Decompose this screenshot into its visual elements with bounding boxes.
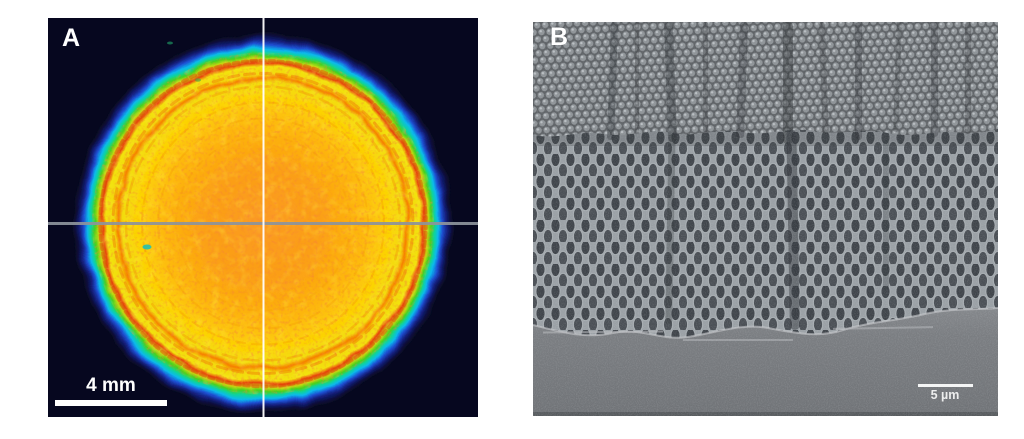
panel-a-beam-profile: A 4 mm (48, 18, 478, 417)
beam-defect-spot (142, 244, 152, 250)
panel-b-label: B (550, 23, 569, 51)
sem-grain-overlay (533, 22, 998, 416)
beam-stray-fleck (167, 41, 173, 45)
panel-a-scale-bar (55, 400, 167, 406)
sem-image (533, 22, 998, 416)
panel-a-label: A (62, 24, 81, 52)
panel-b-scale-bar (918, 384, 973, 387)
panel-b-scale-label: 5 µm (930, 388, 960, 402)
panel-b-sem-micrograph: B 5 µm (533, 22, 998, 416)
beam-profile-image (48, 18, 478, 417)
panel-a-scale-label: 4 mm (86, 375, 136, 396)
